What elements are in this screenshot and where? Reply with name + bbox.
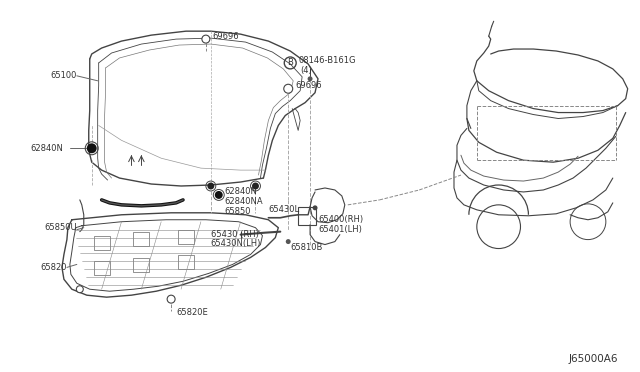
- Bar: [93, 262, 109, 275]
- Text: J65000A6: J65000A6: [568, 354, 618, 364]
- Circle shape: [308, 76, 312, 81]
- Text: 65430N(LH): 65430N(LH): [211, 239, 261, 248]
- Bar: [93, 235, 109, 250]
- Circle shape: [312, 205, 317, 210]
- Circle shape: [76, 286, 83, 293]
- Text: 62840N: 62840N: [30, 144, 63, 153]
- Text: B: B: [287, 58, 293, 67]
- Circle shape: [284, 84, 292, 93]
- Bar: [133, 232, 149, 246]
- Text: 65430L: 65430L: [268, 205, 300, 214]
- Circle shape: [207, 183, 214, 189]
- Text: 65401(LH): 65401(LH): [318, 225, 362, 234]
- Text: 62840N: 62840N: [225, 187, 257, 196]
- Text: 69696: 69696: [295, 81, 322, 90]
- Circle shape: [285, 239, 291, 244]
- Bar: [178, 230, 194, 244]
- Text: 65810B: 65810B: [290, 243, 323, 252]
- Circle shape: [215, 191, 223, 199]
- Text: 65850: 65850: [225, 207, 252, 216]
- Text: 65820E: 65820E: [176, 308, 208, 317]
- Text: (4): (4): [300, 66, 312, 76]
- Bar: [133, 259, 149, 272]
- Text: 69696: 69696: [213, 32, 239, 41]
- Circle shape: [252, 183, 259, 189]
- Text: 65820: 65820: [40, 263, 67, 272]
- Circle shape: [87, 143, 97, 153]
- Circle shape: [167, 295, 175, 303]
- Text: 65430 (RH): 65430 (RH): [211, 230, 259, 239]
- Text: 65850U: 65850U: [44, 223, 77, 232]
- Text: 65100: 65100: [50, 71, 76, 80]
- Bar: [178, 256, 194, 269]
- Bar: [298, 207, 316, 225]
- Circle shape: [202, 35, 210, 43]
- Text: 65400(RH): 65400(RH): [318, 215, 363, 224]
- Text: 08146-B161G: 08146-B161G: [298, 57, 356, 65]
- Text: 62840NA: 62840NA: [225, 198, 263, 206]
